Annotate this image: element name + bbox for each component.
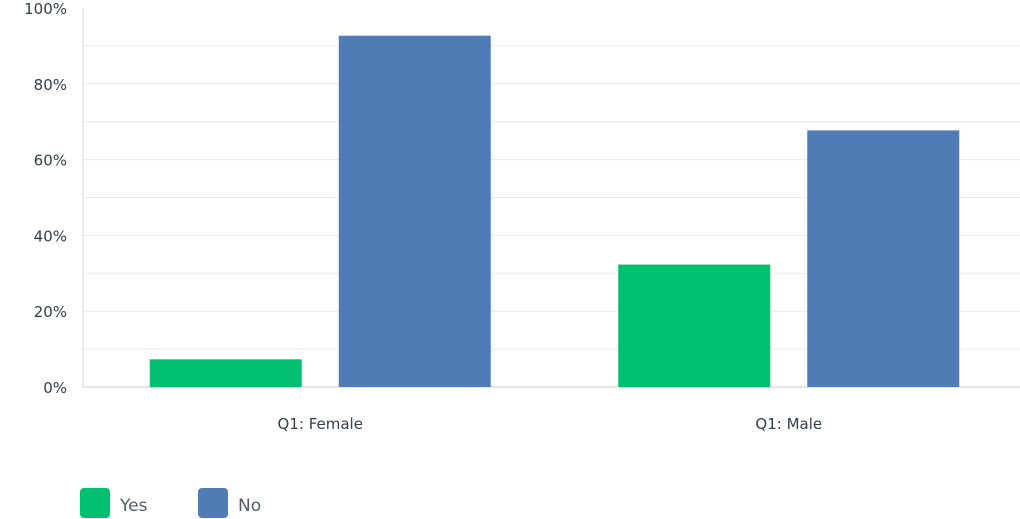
x-category-label: Q1: Male — [755, 415, 822, 433]
legend-label-no: No — [238, 496, 261, 516]
x-axis-categories: Q1: Female Q1: Male — [278, 415, 823, 433]
legend-swatch-no — [198, 488, 228, 518]
bars — [149, 35, 960, 388]
legend-label-yes: Yes — [119, 496, 148, 516]
y-tick-label: 40% — [34, 227, 67, 245]
legend: Yes No — [80, 488, 261, 518]
x-category-label: Q1: Female — [278, 415, 363, 433]
y-tick-label: 60% — [34, 152, 67, 170]
y-tick-label: 80% — [34, 76, 67, 94]
y-tick-label: 20% — [34, 303, 67, 321]
bar-yes-1[interactable] — [618, 264, 771, 387]
bar-no-0[interactable] — [338, 35, 491, 388]
bar-yes-0[interactable] — [149, 359, 302, 387]
y-tick-label: 100% — [24, 0, 67, 18]
legend-swatch-yes — [80, 488, 110, 518]
y-axis-ticks: 0% 20% 40% 60% 80% 100% — [24, 0, 67, 397]
y-tick-label: 0% — [43, 379, 67, 397]
bar-no-1[interactable] — [807, 130, 960, 388]
gridlines — [83, 45, 1020, 350]
